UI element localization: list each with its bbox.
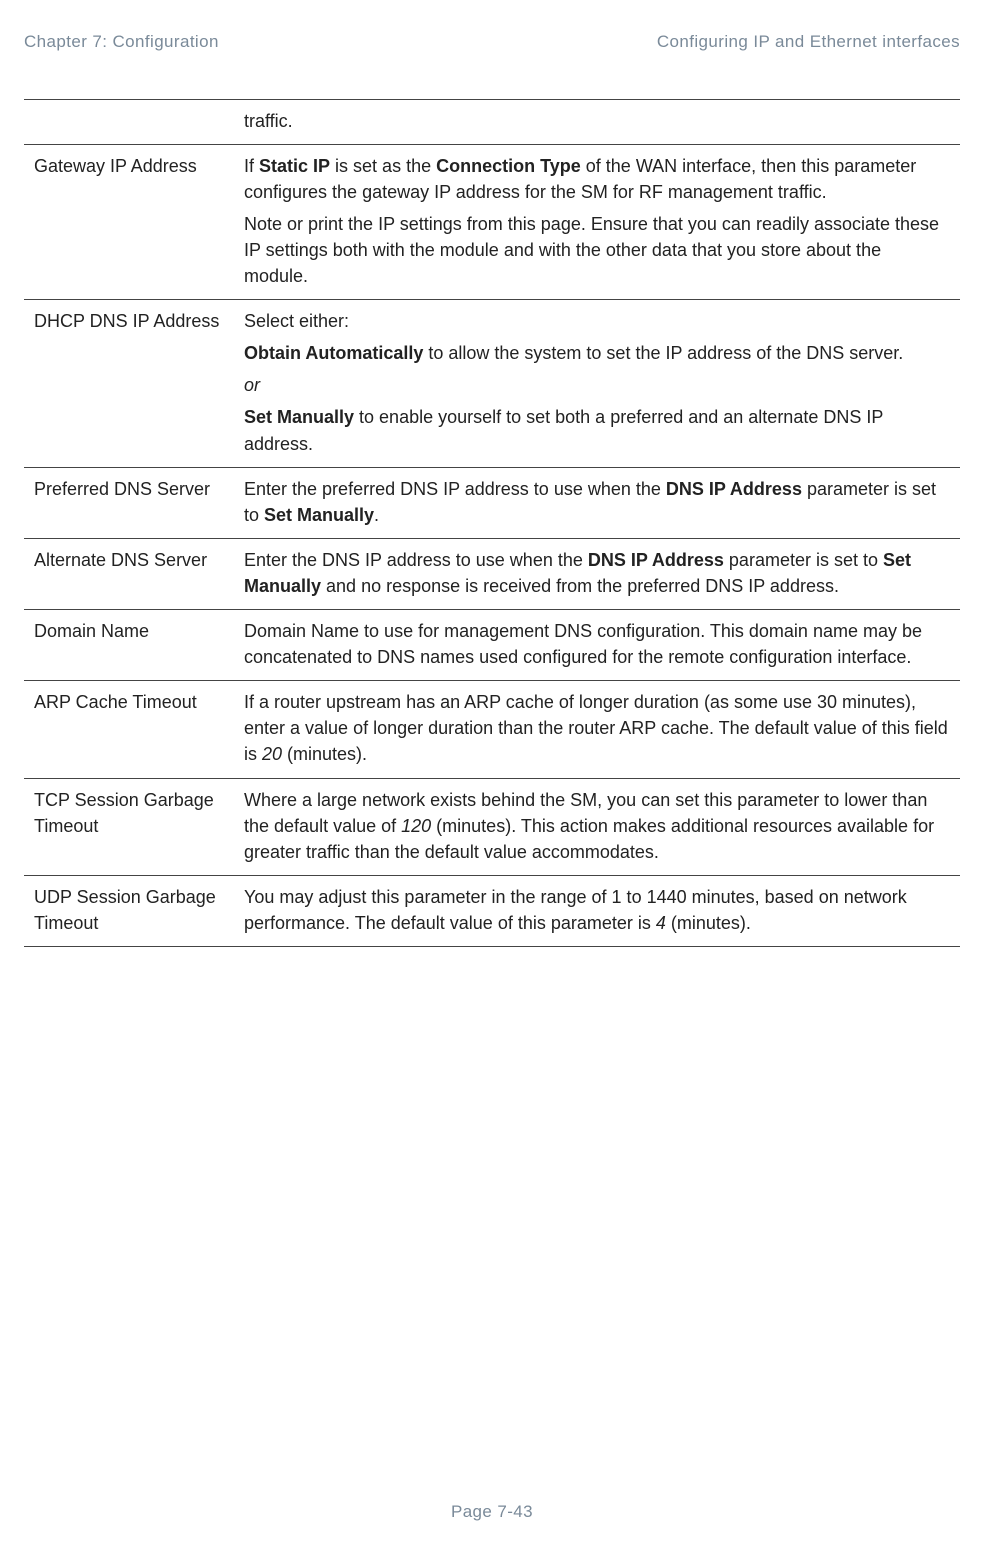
description-cell: Select either: Obtain Automatically to al… <box>234 300 960 467</box>
description-paragraph: traffic. <box>244 108 950 134</box>
description-paragraph: Enter the preferred DNS IP address to us… <box>244 476 950 528</box>
description-cell: If a router upstream has an ARP cache of… <box>234 681 960 778</box>
text-run: Enter the preferred DNS IP address to us… <box>244 479 666 499</box>
text-run: . <box>374 505 379 525</box>
text-run: parameter is set to <box>724 550 883 570</box>
text-run: and no response is received from the pre… <box>321 576 839 596</box>
description-paragraph: If Static IP is set as the Connection Ty… <box>244 153 950 205</box>
description-paragraph: Obtain Automatically to allow the system… <box>244 340 950 366</box>
text-run: Set Manually <box>264 505 374 525</box>
attribute-cell: ARP Cache Timeout <box>24 681 234 778</box>
text-run: DNS IP Address <box>588 550 724 570</box>
page-number: Page 7-43 <box>451 1502 533 1521</box>
table-row: Domain NameDomain Name to use for manage… <box>24 610 960 681</box>
description-paragraph: Select either: <box>244 308 950 334</box>
description-paragraph: You may adjust this parameter in the ran… <box>244 884 950 936</box>
text-run: traffic. <box>244 111 293 131</box>
attribute-cell <box>24 99 234 144</box>
table-row: Preferred DNS Server Enter the preferred … <box>24 467 960 538</box>
description-paragraph: Enter the DNS IP address to use when the… <box>244 547 950 599</box>
attribute-cell: Domain Name <box>24 610 234 681</box>
description-paragraph: Note or print the IP settings from this … <box>244 211 950 289</box>
page-header: Chapter 7: Configuration Configuring IP … <box>24 30 960 55</box>
parameter-table: traffic.Gateway IP AddressIf Static IP i… <box>24 99 960 947</box>
text-run: Obtain Automatically <box>244 343 423 363</box>
page: Chapter 7: Configuration Configuring IP … <box>0 0 984 947</box>
text-run: Enter the DNS IP address to use when the <box>244 550 588 570</box>
page-footer: Page 7-43 <box>0 1500 984 1525</box>
attribute-cell: TCP Session Garbage Timeout <box>24 778 234 875</box>
text-run: 4 <box>656 913 666 933</box>
table-row: Gateway IP AddressIf Static IP is set as… <box>24 144 960 299</box>
header-right: Configuring IP and Ethernet interfaces <box>657 30 960 55</box>
text-run: Connection Type <box>436 156 581 176</box>
header-left: Chapter 7: Configuration <box>24 30 219 55</box>
description-cell: traffic. <box>234 99 960 144</box>
attribute-cell: UDP Session Garbage Timeout <box>24 875 234 946</box>
description-cell: Domain Name to use for management DNS co… <box>234 610 960 681</box>
text-run: (minutes). <box>666 913 751 933</box>
text-run: DNS IP Address <box>666 479 802 499</box>
table-row: traffic. <box>24 99 960 144</box>
description-cell: You may adjust this parameter in the ran… <box>234 875 960 946</box>
text-run: Select either: <box>244 311 349 331</box>
attribute-cell: Preferred DNS Server <box>24 467 234 538</box>
description-paragraph: Set Manually to enable yourself to set b… <box>244 404 950 456</box>
text-run: Static IP <box>259 156 330 176</box>
attribute-cell: Alternate DNS Server <box>24 538 234 609</box>
text-run: to allow the system to set the IP addres… <box>423 343 903 363</box>
description-paragraph: Where a large network exists behind the … <box>244 787 950 865</box>
text-run: Set Manually <box>244 407 354 427</box>
attribute-cell: DHCP DNS IP Address <box>24 300 234 467</box>
table-row: UDP Session Garbage TimeoutYou may adjus… <box>24 875 960 946</box>
text-run: Note or print the IP settings from this … <box>244 214 939 286</box>
text-run: Domain Name to use for management DNS co… <box>244 621 922 667</box>
text-run: 120 <box>401 816 431 836</box>
description-cell: Enter the DNS IP address to use when the… <box>234 538 960 609</box>
description-cell: If Static IP is set as the Connection Ty… <box>234 144 960 299</box>
attribute-cell: Gateway IP Address <box>24 144 234 299</box>
text-run: If <box>244 156 259 176</box>
description-cell: Enter the preferred DNS IP address to us… <box>234 467 960 538</box>
description-cell: Where a large network exists behind the … <box>234 778 960 875</box>
table-row: TCP Session Garbage TimeoutWhere a large… <box>24 778 960 875</box>
table-row: ARP Cache TimeoutIf a router upstream ha… <box>24 681 960 778</box>
text-run: 20 <box>262 744 282 764</box>
text-run: (minutes). <box>282 744 367 764</box>
table-row: Alternate DNS ServerEnter the DNS IP add… <box>24 538 960 609</box>
description-paragraph: or <box>244 372 950 398</box>
text-run: or <box>244 375 260 395</box>
text-run: You may adjust this parameter in the ran… <box>244 887 907 933</box>
description-paragraph: If a router upstream has an ARP cache of… <box>244 689 950 767</box>
text-run: is set as the <box>330 156 436 176</box>
description-paragraph: Domain Name to use for management DNS co… <box>244 618 950 670</box>
table-row: DHCP DNS IP Address Select either: Obtain … <box>24 300 960 467</box>
